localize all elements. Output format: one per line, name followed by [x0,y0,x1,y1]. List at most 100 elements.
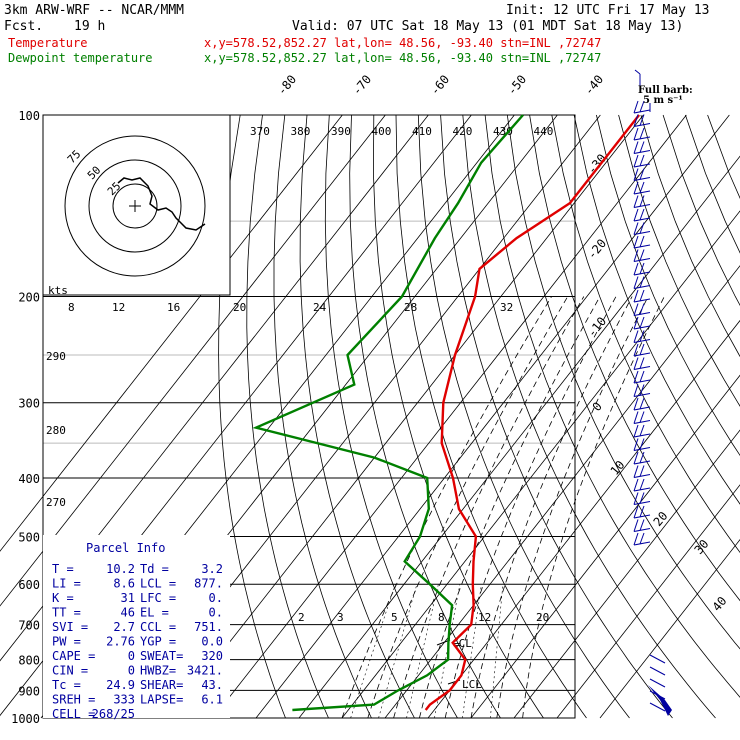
temperature-info: x,y=578.52,852.27 lat,lon= 48.56, -93.40… [204,36,601,50]
dry-adiabat-350 [462,114,716,719]
barb-flag-10 [633,235,639,249]
pressure-label-300: 300 [18,397,40,411]
barb-staff-8 [633,217,651,222]
barb-flag2-17 [639,330,645,342]
parcel-val-5: 2.76 [106,635,135,649]
dry-adiabat-290 [324,114,458,719]
dry-adiabat-430 [640,114,740,358]
barb-staff-22 [633,406,651,411]
parcel-val-1: 8.6 [113,577,135,591]
plot-frame [42,114,576,719]
mixing-upper-20: 20 [233,301,246,314]
hodograph-ring-75 [64,135,206,277]
barb-flag2-26 [639,451,645,464]
mixing-upper-16: 16 [167,301,180,314]
barb-flag-8 [633,208,639,222]
theta-label-400: 400 [372,125,392,138]
moist-adiabat-3 [419,296,601,719]
barb-flag-27 [633,465,639,478]
dry-adiabat-360 [484,114,740,698]
wind-key-value: 5 m s⁻¹ [643,95,683,106]
barb-flag-17 [633,330,639,343]
barb-staff-9 [633,231,651,235]
mixing-upper-12: 12 [112,301,125,314]
barb-flag-28 [633,478,639,492]
moist-adiabat-0 [341,296,552,719]
parcel-val2-3: 0. [209,606,223,620]
barb-flag-0 [633,100,639,114]
parcel-val-3: 46 [121,606,135,620]
parcel-val2-5: 0.0 [201,635,223,649]
barb-flag2-1 [639,114,645,126]
barb-flag-1 [633,114,639,127]
parcel-key2-5: YGP = [140,635,176,649]
barb-staff-4 [633,163,651,168]
pressure-label-400: 400 [18,472,40,486]
barb-flag2-23 [639,411,645,423]
parcel-key-2: K = [52,591,74,605]
moist-adiabat-5 [470,296,633,719]
barb-flag-4 [633,154,639,168]
barb-flag-25 [633,438,639,451]
isotherm-label-11: 30 [692,537,712,557]
theta-label-420: 420 [453,125,473,138]
isotherm-label-0: -80 [275,72,300,98]
barb-flag-14 [633,289,639,303]
pressure-axis-labels: 100 200 300 400 500 600 700 800 900 1000 [11,109,40,726]
barb-staff-15 [633,312,651,316]
isotherm-label-3: -50 [505,72,530,98]
parcel-val2-8: 43. [201,678,223,692]
barb-staff-10 [633,244,651,249]
barb-flag2-9 [639,222,645,234]
isotherm-20 [470,374,740,719]
isotherm-30 [513,429,740,719]
hodograph-ring-50 [88,159,182,253]
barb-staff-17 [633,339,651,343]
sounding-traces [252,114,641,712]
parcel-info-panel: Parcel Info T = 10.2 Td = 3.2 LI = 8.6 LCL = 87… [43,535,230,721]
parcel-val2-4: 751. [194,620,223,634]
barb-staff-19 [633,366,651,370]
mixing-line-2 [350,584,396,719]
init-time: Init: 12 UTC Fri 17 May 13 [506,3,710,18]
dry-adiabat-330 [417,114,630,719]
theta-label-430: 430 [493,125,513,138]
parcel-val2-7: 3421. [187,664,223,678]
barb-flag2-0 [639,100,645,113]
barb-flag-23 [633,411,639,424]
parcel-key2-8: SHEAR= [140,678,183,692]
low-barb-0 [649,654,666,664]
parcel-key-10: CELL = [52,707,95,721]
dewpoint-info: x,y=578.52,852.27 lat,lon= 48.56, -93.40… [204,51,601,65]
barb-flag2-4 [639,154,645,167]
barb-staff-14 [633,298,651,303]
low-barb-1 [649,666,666,676]
parcel-val-4: 2.7 [113,620,135,634]
barb-staff-6 [633,190,651,195]
moist-adiabat-1 [367,296,569,719]
dewpoint-legend: Dewpoint temperature [8,51,153,65]
barb-flag-7 [633,195,639,208]
parcel-key-6: CAPE = [52,649,95,663]
dry-adiabat-310 [372,114,544,719]
barb-flag2-31 [639,519,645,531]
barb-flag-2 [633,127,639,141]
barb-flag2-28 [639,478,645,491]
isotherm--40 [212,114,687,719]
barb-flag-13 [633,276,639,289]
mixing-upper-28: 28 [404,301,417,314]
parcel-val-9: 333 [113,693,135,707]
parcel-val-8: 24.9 [106,678,135,692]
barb-flag2-5 [639,168,645,180]
barb-flag-9 [633,222,639,235]
barb-flag2-7 [639,195,645,207]
pressure-label-700: 700 [18,619,40,633]
barb-flag2-22 [639,397,645,410]
dry-adiabat-270 [273,114,372,719]
dry-adiabat-250 [218,114,286,719]
barb-flag-3 [633,141,639,154]
wind-key: Full barb: 5 m s⁻¹ [634,69,693,106]
isotherm-0 [384,265,740,719]
dry-adiabat-320 [395,114,587,719]
parcel-key-4: SVI = [52,620,88,634]
